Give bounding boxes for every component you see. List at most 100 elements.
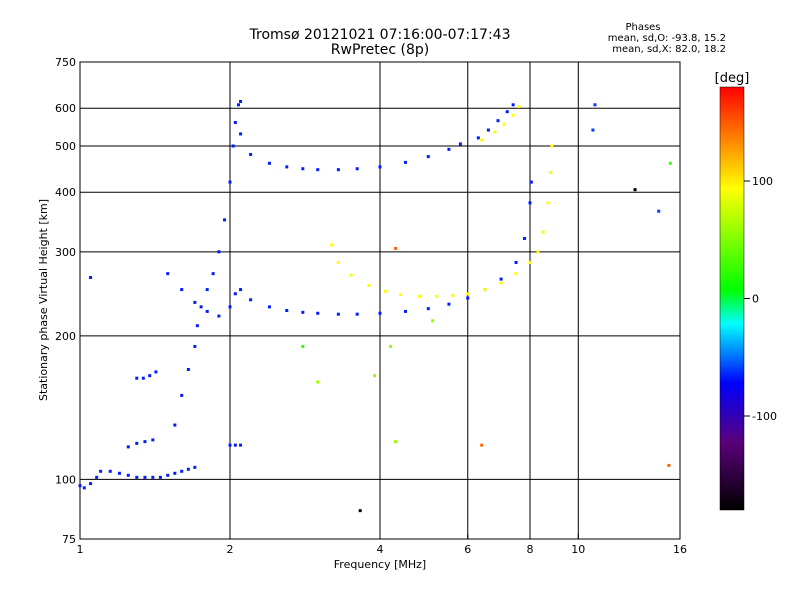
chart-subtitle: RwPretec (8p) — [330, 42, 430, 58]
data-point — [267, 161, 271, 165]
data-point — [151, 475, 155, 479]
data-point — [239, 99, 243, 103]
data-point — [285, 308, 289, 312]
data-point — [499, 281, 503, 285]
data-point — [249, 152, 253, 156]
data-point — [267, 305, 271, 309]
y-tick-label: 600 — [55, 102, 76, 115]
data-point — [511, 103, 515, 107]
data-point — [239, 132, 243, 136]
data-point — [135, 441, 139, 445]
data-point — [205, 288, 209, 292]
data-point — [355, 312, 359, 316]
data-point — [195, 324, 199, 328]
data-point — [180, 469, 184, 473]
data-point — [336, 312, 340, 316]
data-point — [166, 473, 170, 477]
data-point — [447, 147, 451, 151]
data-point — [383, 289, 387, 293]
data-point — [239, 443, 243, 447]
data-point — [117, 471, 121, 475]
x-tick-label: 6 — [464, 543, 471, 556]
data-point — [158, 475, 162, 479]
data-point — [285, 165, 289, 169]
grid-lines — [80, 62, 680, 539]
data-point — [78, 484, 82, 488]
data-point — [82, 486, 86, 490]
data-point — [499, 277, 503, 281]
data-point — [378, 165, 382, 169]
y-tick-label: 750 — [55, 56, 76, 69]
data-point — [186, 467, 190, 471]
colorbar-tick-label: 0 — [752, 293, 759, 306]
data-point — [233, 292, 237, 296]
data-point — [143, 440, 147, 444]
y-tick-label: 500 — [55, 140, 76, 153]
data-point — [667, 463, 671, 467]
data-point — [367, 283, 371, 287]
stats-heading: Phases — [625, 22, 661, 33]
y-tick-label: 75 — [62, 533, 76, 546]
data-point — [193, 344, 197, 348]
colorbar-tick-label: 100 — [752, 175, 773, 188]
data-point — [217, 314, 221, 318]
data-point — [228, 180, 232, 184]
data-point — [336, 168, 340, 172]
data-point — [151, 438, 155, 442]
data-point — [166, 272, 170, 276]
data-point — [99, 469, 103, 473]
data-point — [633, 188, 637, 192]
data-point — [148, 374, 152, 378]
data-point — [355, 167, 359, 171]
data-point — [502, 122, 506, 126]
data-points — [78, 99, 672, 513]
colorbar-ticks: 100 0 -100 — [744, 175, 777, 423]
data-point — [514, 260, 518, 264]
data-point — [550, 144, 554, 148]
x-tick-label: 10 — [571, 543, 585, 556]
x-tick-label: 1 — [77, 543, 84, 556]
data-point — [231, 144, 235, 148]
data-point — [301, 344, 305, 348]
data-point — [228, 443, 232, 447]
axes: 1 2 4 6 8 10 16 75 100 200 300 400 500 600 750 — [55, 56, 687, 556]
data-point — [236, 103, 240, 107]
data-point — [426, 155, 430, 159]
data-point — [528, 260, 532, 264]
data-point — [228, 305, 232, 309]
data-point — [549, 170, 553, 174]
data-point — [546, 201, 550, 205]
data-point — [141, 376, 145, 380]
data-point — [466, 292, 470, 296]
data-point — [536, 250, 540, 254]
y-tick-label: 300 — [55, 246, 76, 259]
data-point — [233, 443, 237, 447]
data-point — [476, 136, 480, 140]
data-point — [316, 168, 320, 172]
data-point — [394, 440, 398, 444]
data-point — [403, 160, 407, 164]
data-point — [336, 260, 340, 264]
data-point — [514, 272, 518, 276]
data-point — [233, 121, 237, 125]
x-axis-label: Frequency [MHz] — [334, 558, 426, 571]
data-point — [486, 128, 490, 132]
data-point — [517, 105, 521, 109]
data-point — [301, 167, 305, 171]
data-point — [239, 288, 243, 292]
data-point — [173, 423, 177, 427]
data-point — [143, 475, 147, 479]
data-point — [301, 310, 305, 314]
y-tick-label: 200 — [55, 330, 76, 343]
data-point — [108, 469, 112, 473]
data-point — [657, 209, 661, 213]
data-point — [403, 309, 407, 313]
data-point — [193, 465, 197, 469]
data-point — [126, 445, 130, 449]
data-point — [593, 103, 597, 107]
data-point — [389, 344, 393, 348]
data-point — [505, 110, 509, 114]
stats-line-x: mean, sd,X: 82.0, 18.2 — [612, 44, 726, 55]
data-point — [378, 311, 382, 315]
